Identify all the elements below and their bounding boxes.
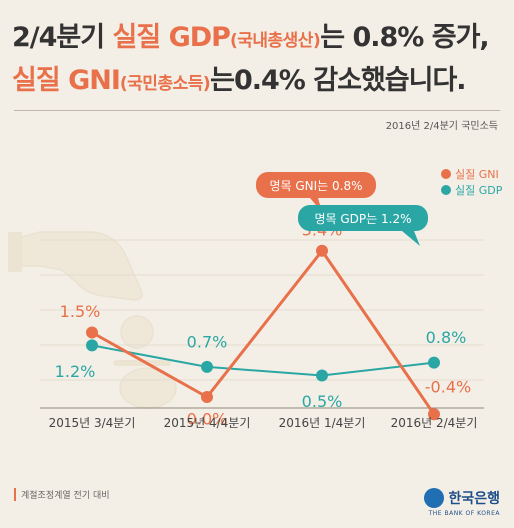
data-label: 0.7% <box>187 332 228 351</box>
source-label: 2016년 2/4분기 국민소득 <box>385 121 498 132</box>
data-point <box>316 244 328 257</box>
headline-gni-paren: (국민총소득) <box>119 74 211 94</box>
data-point <box>316 369 328 382</box>
callout-bubble <box>256 172 376 198</box>
points-layer <box>86 244 440 421</box>
data-label: -0.4% <box>425 378 471 397</box>
headline-gni: 실질 GNI <box>12 65 121 96</box>
callouts: 명목 GNI는 0.8% 명목 GDP는 1.2% <box>256 172 428 246</box>
x-tick-label: 2015년 3/4분기 <box>49 416 136 430</box>
data-point <box>201 360 213 373</box>
data-label: 0.5% <box>302 392 343 411</box>
callout-text: 명목 GNI는 0.8% <box>269 179 362 193</box>
data-label: 1.5% <box>60 302 101 321</box>
headline-gdp-paren: (국내총생산) <box>229 31 321 51</box>
data-labels-layer: 1.2%0.7%0.5%0.8%1.5%0.0%3.4%-0.4% <box>55 220 472 428</box>
headline-line-1: 2/4분기 실질 GDP(국내총생산)는 0.8% 증가, <box>12 18 504 61</box>
bank-logo: 한국은행 <box>424 488 500 508</box>
data-point <box>86 326 98 339</box>
series-line <box>91 248 436 416</box>
legend-label: 실질 GNI <box>455 168 499 181</box>
headline-gdp: 실질 GDP <box>112 22 231 53</box>
data-point <box>201 391 213 403</box>
x-axis: 2015년 3/4분기 2015년 4/4분기 2016년 1/4분기 2016년 2… <box>49 416 478 430</box>
data-point <box>428 356 440 369</box>
callout-text: 명목 GDP는 1.2% <box>314 212 411 226</box>
data-point <box>86 339 98 352</box>
legend-swatch <box>441 169 451 179</box>
bank-logo-icon <box>424 488 445 508</box>
x-tick-label: 2016년 1/4분기 <box>279 416 366 430</box>
legend: 실질 GNI 실질 GDP <box>441 168 503 197</box>
series-line <box>91 344 435 377</box>
headline-gni-text: 는0.4% 감소했습니다. <box>210 65 466 96</box>
legend-swatch <box>441 185 451 195</box>
data-point <box>428 408 440 421</box>
headline-gdp-text: 는 0.8% 증가, <box>320 22 489 53</box>
x-tick-label: 2016년 2/4분기 <box>391 416 478 430</box>
headline: 2/4분기 실질 GDP(국내총생산)는 0.8% 증가, 실질 GNI(국민총… <box>12 18 504 104</box>
data-label: 0.0% <box>187 410 228 429</box>
x-tick-label: 2015년 4/4분기 <box>164 416 251 430</box>
footnote: 계절조정계열 전기 대비 <box>14 488 110 501</box>
data-label: 1.2% <box>55 362 96 381</box>
bank-logo-sub: THE BANK OF KOREA <box>428 510 500 517</box>
data-label: 0.8% <box>426 328 467 347</box>
legend-label: 실질 GDP <box>455 184 503 197</box>
series-layer <box>91 248 436 416</box>
gridlines <box>40 239 484 409</box>
header-divider <box>14 110 500 111</box>
callout-pointer <box>402 231 420 246</box>
headline-period: 2/4분기 <box>12 22 113 53</box>
bank-logo-name: 한국은행 <box>448 491 500 507</box>
callout-bubble <box>298 205 428 231</box>
headline-line-2: 실질 GNI(국민총소득)는0.4% 감소했습니다. <box>12 61 504 104</box>
hand-coin-illustration <box>8 231 177 409</box>
